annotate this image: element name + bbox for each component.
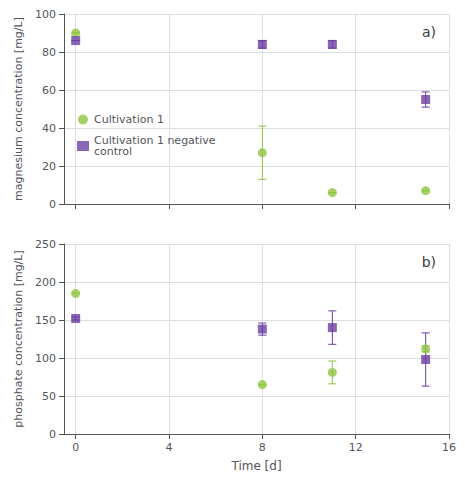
svg-text:20: 20 — [42, 160, 56, 173]
svg-text:150: 150 — [35, 314, 56, 327]
svg-text:0: 0 — [49, 428, 56, 441]
svg-text:Time [d]: Time [d] — [230, 459, 281, 473]
svg-text:50: 50 — [42, 390, 56, 403]
svg-text:16: 16 — [442, 441, 456, 454]
svg-text:Cultivation 1: Cultivation 1 — [94, 113, 164, 126]
svg-text:a): a) — [422, 24, 436, 40]
svg-text:12: 12 — [349, 441, 363, 454]
svg-text:80: 80 — [42, 46, 56, 59]
svg-text:magnesium concentration [mg/L]: magnesium concentration [mg/L] — [12, 17, 25, 201]
svg-text:b): b) — [422, 254, 436, 270]
svg-text:4: 4 — [166, 441, 173, 454]
svg-text:control: control — [94, 145, 132, 158]
svg-text:Cultivation 1 negative: Cultivation 1 negative — [94, 134, 216, 147]
svg-text:0: 0 — [72, 441, 79, 454]
svg-text:phosphate concentration [mg/L]: phosphate concentration [mg/L] — [12, 250, 25, 427]
svg-text:250: 250 — [35, 238, 56, 251]
svg-text:40: 40 — [42, 122, 56, 135]
svg-text:0: 0 — [49, 198, 56, 211]
svg-text:60: 60 — [42, 84, 56, 97]
svg-text:8: 8 — [259, 441, 266, 454]
svg-text:100: 100 — [35, 8, 56, 21]
svg-text:200: 200 — [35, 276, 56, 289]
svg-text:100: 100 — [35, 352, 56, 365]
